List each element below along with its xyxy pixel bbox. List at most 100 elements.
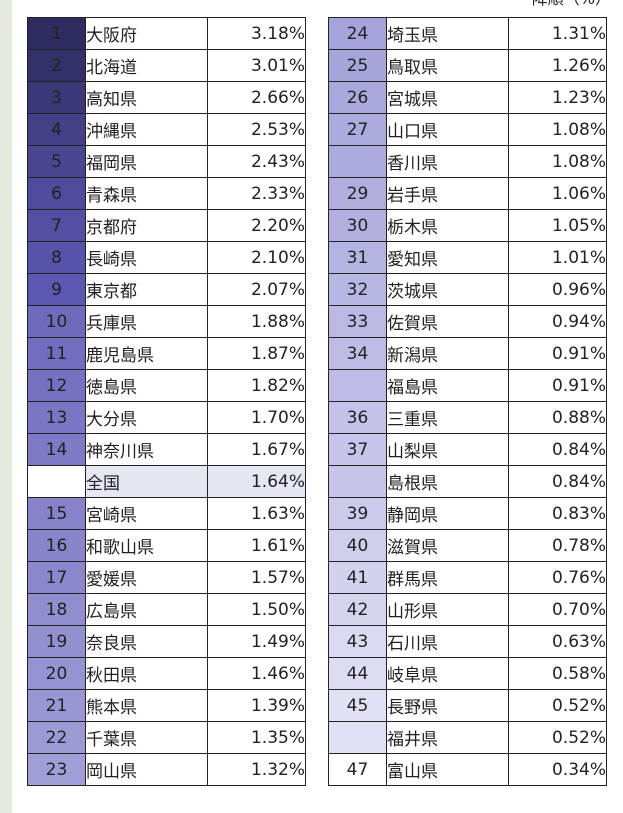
percentage-cell: 1.67% (207, 433, 306, 466)
prefecture-name-cell: 岐阜県 (386, 657, 509, 690)
percentage-cell: 2.43% (207, 145, 306, 178)
sort-order-note: 降順（%） (532, 0, 611, 8)
ranking-table-left-body: 1 大阪府 3.18% 2 北海道 3.01% 3 高知県 2.66% 4 沖縄県 2.53% 5 福岡県… (27, 17, 306, 786)
table-row: 31 愛知県 1.01% (328, 241, 607, 274)
table-row: 12 徳島県 1.82% (27, 369, 306, 402)
rank-cell: 21 (27, 689, 86, 722)
percentage-cell: 0.52% (508, 689, 607, 722)
rank-cell: 29 (328, 177, 387, 210)
ranking-page: 降順（%） 1大阪府3.18%2北海道3.01%3高知県2.66%4沖縄県2.5… (12, 0, 623, 813)
rank-cell: 1 (27, 17, 86, 50)
rank-cell (328, 145, 387, 178)
prefecture-name-cell: 神奈川県 (85, 433, 208, 466)
prefecture-name-cell: 香川県 (386, 145, 509, 178)
prefecture-name-cell: 全国 (85, 465, 208, 498)
table-row: 36 三重県 0.88% (328, 401, 607, 434)
table-row: 福島県 0.91% (328, 369, 607, 402)
rank-cell: 47 (328, 753, 387, 786)
rank-cell: 8 (27, 241, 86, 274)
percentage-cell: 1.08% (508, 113, 607, 146)
table-row: 3 高知県 2.66% (27, 81, 306, 114)
table-row: 44 岐阜県 0.58% (328, 657, 607, 690)
ranking-table-left: 1 大阪府 3.18% 2 北海道 3.01% 3 高知県 2.66% 4 沖縄県 2.53% 5 福岡県… (27, 17, 306, 786)
rank-cell: 6 (27, 177, 86, 210)
table-row: 福井県 0.52% (328, 721, 607, 754)
prefecture-name-cell: 愛知県 (386, 241, 509, 274)
prefecture-name-cell: 和歌山県 (85, 529, 208, 562)
percentage-cell: 0.52% (508, 721, 607, 754)
percentage-cell: 1.49% (207, 625, 306, 658)
prefecture-name-cell: 山形県 (386, 593, 509, 626)
prefecture-name-cell: 滋賀県 (386, 529, 509, 562)
rank-cell: 15 (27, 497, 86, 530)
rank-cell: 9 (27, 273, 86, 306)
percentage-cell: 0.91% (508, 337, 607, 370)
rank-cell: 36 (328, 401, 387, 434)
percentage-cell: 0.84% (508, 465, 607, 498)
prefecture-name-cell: 長崎県 (85, 241, 208, 274)
table-row: 18 広島県 1.50% (27, 593, 306, 626)
rank-cell: 37 (328, 433, 387, 466)
percentage-cell: 0.58% (508, 657, 607, 690)
percentage-cell: 1.88% (207, 305, 306, 338)
table-row: 7 京都府 2.20% (27, 209, 306, 242)
prefecture-name-cell: 群馬県 (386, 561, 509, 594)
table-row: 4 沖縄県 2.53% (27, 113, 306, 146)
percentage-cell: 1.46% (207, 657, 306, 690)
rank-cell: 11 (27, 337, 86, 370)
percentage-cell: 0.76% (508, 561, 607, 594)
percentage-cell: 1.63% (207, 497, 306, 530)
prefecture-name-cell: 大分県 (85, 401, 208, 434)
rank-cell: 40 (328, 529, 387, 562)
percentage-cell: 2.20% (207, 209, 306, 242)
prefecture-name-cell: 愛媛県 (85, 561, 208, 594)
table-row: 15 宮崎県 1.63% (27, 497, 306, 530)
percentage-cell: 1.23% (508, 81, 607, 114)
prefecture-name-cell: 熊本県 (85, 689, 208, 722)
table-row: 全国 1.64% (27, 465, 306, 498)
percentage-cell: 1.05% (508, 209, 607, 242)
rank-cell: 2 (27, 49, 86, 82)
prefecture-name-cell: 茨城県 (386, 273, 509, 306)
table-row: 17 愛媛県 1.57% (27, 561, 306, 594)
percentage-cell: 3.18% (207, 17, 306, 50)
percentage-cell: 1.06% (508, 177, 607, 210)
rank-cell: 26 (328, 81, 387, 114)
table-row: 40 滋賀県 0.78% (328, 529, 607, 562)
rank-cell: 39 (328, 497, 387, 530)
prefecture-name-cell: 北海道 (85, 49, 208, 82)
table-row: 24 埼玉県 1.31% (328, 17, 607, 50)
prefecture-name-cell: 福岡県 (85, 145, 208, 178)
rank-cell: 34 (328, 337, 387, 370)
rank-cell: 3 (27, 81, 86, 114)
table-row: 22 千葉県 1.35% (27, 721, 306, 754)
percentage-cell: 0.34% (508, 753, 607, 786)
percentage-cell: 1.61% (207, 529, 306, 562)
rank-cell: 13 (27, 401, 86, 434)
percentage-cell: 0.70% (508, 593, 607, 626)
prefecture-name-cell: 岡山県 (85, 753, 208, 786)
percentage-cell: 1.26% (508, 49, 607, 82)
rank-cell: 31 (328, 241, 387, 274)
table-row: 47 富山県 0.34% (328, 753, 607, 786)
rank-cell: 20 (27, 657, 86, 690)
percentage-cell: 0.78% (508, 529, 607, 562)
table-row: 41 群馬県 0.76% (328, 561, 607, 594)
prefecture-name-cell: 千葉県 (85, 721, 208, 754)
rank-cell: 32 (328, 273, 387, 306)
percentage-cell: 1.82% (207, 369, 306, 402)
prefecture-name-cell: 宮城県 (386, 81, 509, 114)
percentage-cell: 3.01% (207, 49, 306, 82)
percentage-cell: 1.39% (207, 689, 306, 722)
table-row: 19 奈良県 1.49% (27, 625, 306, 658)
prefecture-name-cell: 京都府 (85, 209, 208, 242)
rank-cell: 12 (27, 369, 86, 402)
rank-cell: 4 (27, 113, 86, 146)
prefecture-name-cell: 栃木県 (386, 209, 509, 242)
rank-cell (328, 721, 387, 754)
table-row: 21 熊本県 1.39% (27, 689, 306, 722)
rank-cell: 14 (27, 433, 86, 466)
prefecture-name-cell: 長野県 (386, 689, 509, 722)
percentage-cell: 1.87% (207, 337, 306, 370)
prefecture-name-cell: 高知県 (85, 81, 208, 114)
